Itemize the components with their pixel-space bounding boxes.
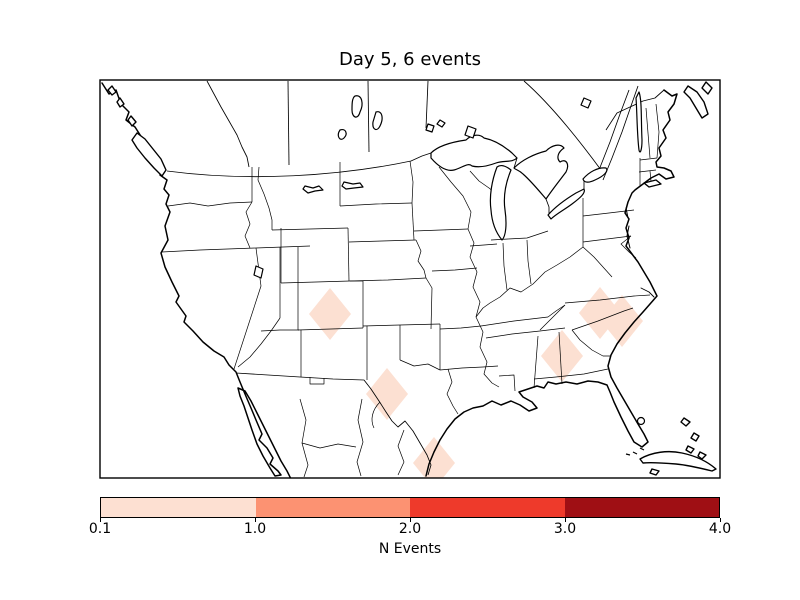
event-marker-3 (413, 437, 455, 478)
plot-title: Day 5, 6 events (339, 49, 481, 70)
state-borders (161, 103, 660, 415)
lake-superior (430, 134, 518, 171)
event-marker-2 (366, 368, 408, 420)
colorbar-segment-4 (564, 498, 719, 517)
map-frame (99, 79, 721, 479)
colorbar-track (100, 497, 720, 518)
colorbar-tick (720, 518, 721, 522)
lake-michigan (489, 164, 512, 241)
colorbar-tick (565, 518, 566, 522)
lake-huron (513, 144, 569, 200)
colorbar-tick (255, 518, 256, 522)
lake-erie (547, 188, 585, 220)
colorbar-tick (410, 518, 411, 522)
colorbar-tick-label: 2.0 (398, 521, 422, 537)
event-marker-4 (541, 330, 583, 382)
coastlines (101, 82, 678, 478)
lake-ontario (582, 167, 608, 183)
colorbar-tick-label: 1.0 (243, 521, 267, 537)
colorbar-segment-1 (101, 498, 256, 517)
colorbar-segment-2 (255, 498, 410, 517)
great-salt-lake (253, 265, 264, 279)
lakes (253, 91, 646, 456)
colorbar-tick-label: 4.0 (708, 521, 732, 537)
country-borders (166, 80, 665, 478)
colorbar-segment-3 (410, 498, 565, 517)
colorbar-tick-label: 0.1 (88, 521, 112, 537)
colorbar-axis-label: N Events (378, 541, 442, 557)
lake-winnipeg (351, 95, 363, 118)
lake-champlain (635, 91, 643, 153)
lake-okeechobee (636, 416, 646, 426)
colorbar-tick-label: 3.0 (553, 521, 577, 537)
event-marker-1 (309, 288, 351, 340)
islands (107, 81, 717, 476)
colorbar-tick (100, 518, 101, 522)
